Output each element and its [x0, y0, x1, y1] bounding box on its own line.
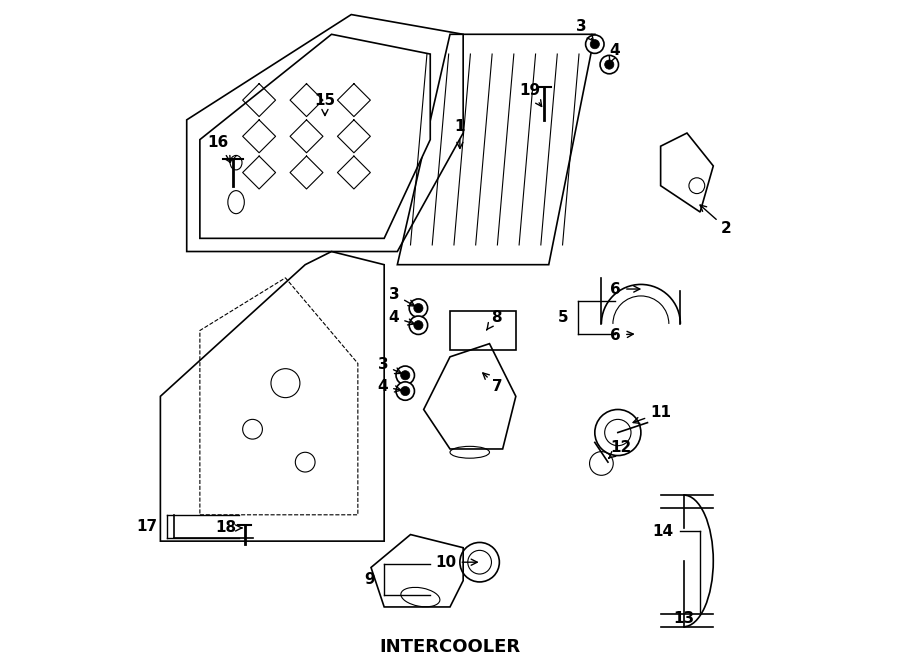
- Circle shape: [586, 35, 604, 54]
- Text: 3: 3: [377, 357, 401, 373]
- Text: 4: 4: [609, 43, 620, 63]
- Circle shape: [410, 299, 427, 317]
- Text: 16: 16: [208, 136, 230, 163]
- Polygon shape: [200, 34, 430, 239]
- Text: 8: 8: [487, 310, 501, 330]
- Text: 4: 4: [389, 310, 414, 325]
- Text: 6: 6: [610, 328, 634, 342]
- Circle shape: [396, 366, 415, 385]
- Text: 3: 3: [389, 287, 415, 306]
- Text: 1: 1: [454, 119, 465, 149]
- Text: 15: 15: [314, 93, 336, 116]
- Text: 11: 11: [633, 405, 671, 423]
- Text: 13: 13: [673, 611, 694, 627]
- Circle shape: [600, 56, 618, 74]
- Circle shape: [590, 40, 599, 49]
- Circle shape: [396, 382, 415, 401]
- Text: 6: 6: [610, 282, 640, 297]
- Circle shape: [400, 371, 410, 380]
- Text: 14: 14: [652, 524, 674, 539]
- Text: 12: 12: [608, 440, 632, 458]
- Text: 18: 18: [215, 520, 242, 535]
- Circle shape: [605, 60, 614, 69]
- Text: 10: 10: [436, 555, 477, 570]
- Circle shape: [410, 316, 427, 334]
- Circle shape: [400, 387, 410, 396]
- Circle shape: [414, 321, 423, 330]
- Text: 3: 3: [576, 19, 593, 41]
- Text: 9: 9: [364, 572, 375, 587]
- Text: 19: 19: [519, 83, 542, 106]
- Text: 2: 2: [700, 205, 732, 236]
- Text: 4: 4: [377, 379, 401, 394]
- Text: INTERCOOLER: INTERCOOLER: [380, 639, 520, 656]
- Text: 17: 17: [136, 519, 158, 534]
- Circle shape: [414, 303, 423, 313]
- Text: 5: 5: [558, 310, 569, 325]
- Text: 7: 7: [482, 373, 503, 394]
